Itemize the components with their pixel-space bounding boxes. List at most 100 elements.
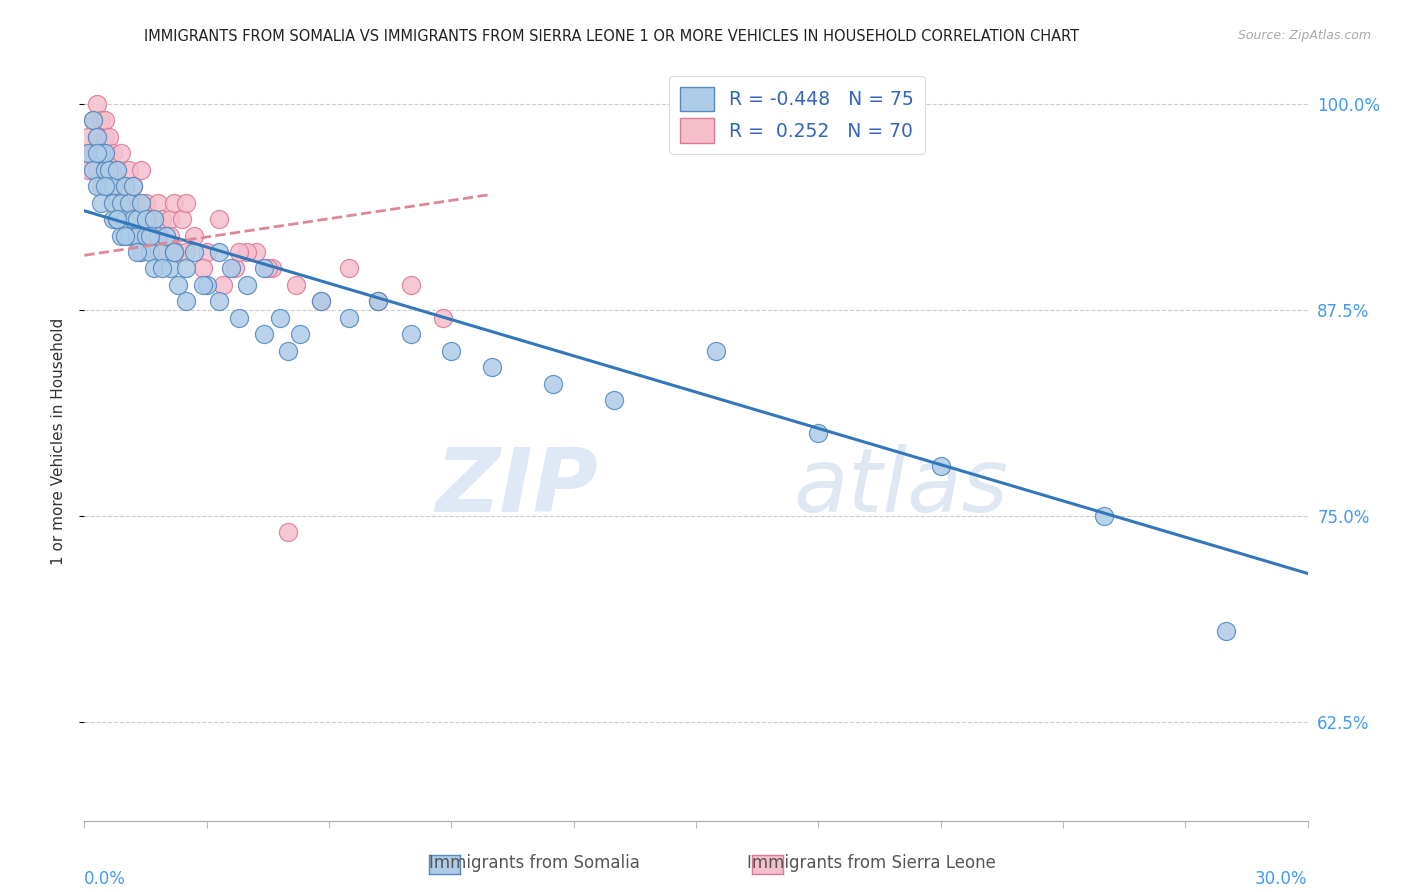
Point xyxy=(131,244,153,259)
Point xyxy=(122,212,145,227)
Text: Immigrants from Sierra Leone: Immigrants from Sierra Leone xyxy=(747,855,997,872)
Point xyxy=(142,212,165,227)
Point xyxy=(97,146,120,161)
Point xyxy=(90,113,112,128)
Text: atlas: atlas xyxy=(794,444,1008,530)
Point xyxy=(118,228,141,243)
Point xyxy=(110,228,132,243)
Point xyxy=(101,195,124,210)
Point xyxy=(706,343,728,358)
Point xyxy=(105,212,128,227)
Point xyxy=(339,310,361,325)
Point xyxy=(90,195,112,210)
Point xyxy=(183,244,205,259)
Point xyxy=(277,525,299,540)
Point xyxy=(146,195,169,210)
Point xyxy=(172,212,194,227)
Point xyxy=(807,426,830,441)
Point xyxy=(77,162,100,177)
Point xyxy=(253,261,276,276)
Point xyxy=(97,129,120,144)
Point xyxy=(224,261,246,276)
Point xyxy=(155,228,177,243)
Point xyxy=(122,179,145,194)
Point xyxy=(86,179,108,194)
Point xyxy=(290,327,312,342)
Point xyxy=(245,244,267,259)
Point xyxy=(135,212,157,227)
Point xyxy=(155,228,177,243)
Point xyxy=(208,212,231,227)
Point xyxy=(174,195,197,210)
Point xyxy=(138,212,160,227)
Point xyxy=(82,146,104,161)
Point xyxy=(150,261,173,276)
Point xyxy=(159,228,181,243)
Point xyxy=(135,195,157,210)
Point xyxy=(208,244,231,259)
Point xyxy=(105,212,128,227)
Point xyxy=(440,343,463,358)
Text: 0.0%: 0.0% xyxy=(84,870,127,888)
Point xyxy=(183,228,205,243)
Point xyxy=(399,327,422,342)
Point xyxy=(929,459,952,474)
Point xyxy=(97,162,120,177)
Point xyxy=(105,212,128,227)
Point xyxy=(127,212,149,227)
Point xyxy=(191,261,214,276)
Point xyxy=(228,244,250,259)
Point xyxy=(1215,624,1237,638)
Point xyxy=(131,195,153,210)
Point xyxy=(82,146,104,161)
Text: Source: ZipAtlas.com: Source: ZipAtlas.com xyxy=(1237,29,1371,43)
Point xyxy=(86,129,108,144)
Point xyxy=(86,162,108,177)
Point xyxy=(253,327,276,342)
Point xyxy=(174,244,197,259)
Y-axis label: 1 or more Vehicles in Household: 1 or more Vehicles in Household xyxy=(51,318,66,566)
Point xyxy=(82,113,104,128)
Point xyxy=(90,146,112,161)
Point xyxy=(114,212,136,227)
Point xyxy=(127,195,149,210)
Point xyxy=(208,294,231,309)
Point xyxy=(174,261,197,276)
Point xyxy=(339,261,361,276)
Point xyxy=(118,195,141,210)
Point xyxy=(159,212,181,227)
Point xyxy=(86,96,108,111)
Point xyxy=(309,294,332,309)
Point xyxy=(118,162,141,177)
Point xyxy=(114,195,136,210)
Point xyxy=(131,212,153,227)
Point xyxy=(163,244,186,259)
Point xyxy=(285,277,308,292)
Point xyxy=(131,162,153,177)
Point xyxy=(399,277,422,292)
Point xyxy=(1092,508,1115,523)
Point xyxy=(122,212,145,227)
Point xyxy=(127,228,149,243)
Point xyxy=(269,310,291,325)
Point xyxy=(93,129,115,144)
Point xyxy=(159,261,181,276)
Point xyxy=(101,146,124,161)
Point xyxy=(90,179,112,194)
Point xyxy=(135,212,157,227)
Point xyxy=(219,261,242,276)
Point xyxy=(122,179,145,194)
Point xyxy=(167,277,190,292)
Point xyxy=(82,113,104,128)
Point xyxy=(150,244,173,259)
Point xyxy=(110,146,132,161)
Point xyxy=(603,393,626,408)
Point xyxy=(90,146,112,161)
Point xyxy=(101,162,124,177)
Point xyxy=(86,146,108,161)
Point xyxy=(236,244,259,259)
Point xyxy=(146,244,169,259)
Point xyxy=(309,294,332,309)
Point xyxy=(367,294,389,309)
Point xyxy=(114,179,136,194)
